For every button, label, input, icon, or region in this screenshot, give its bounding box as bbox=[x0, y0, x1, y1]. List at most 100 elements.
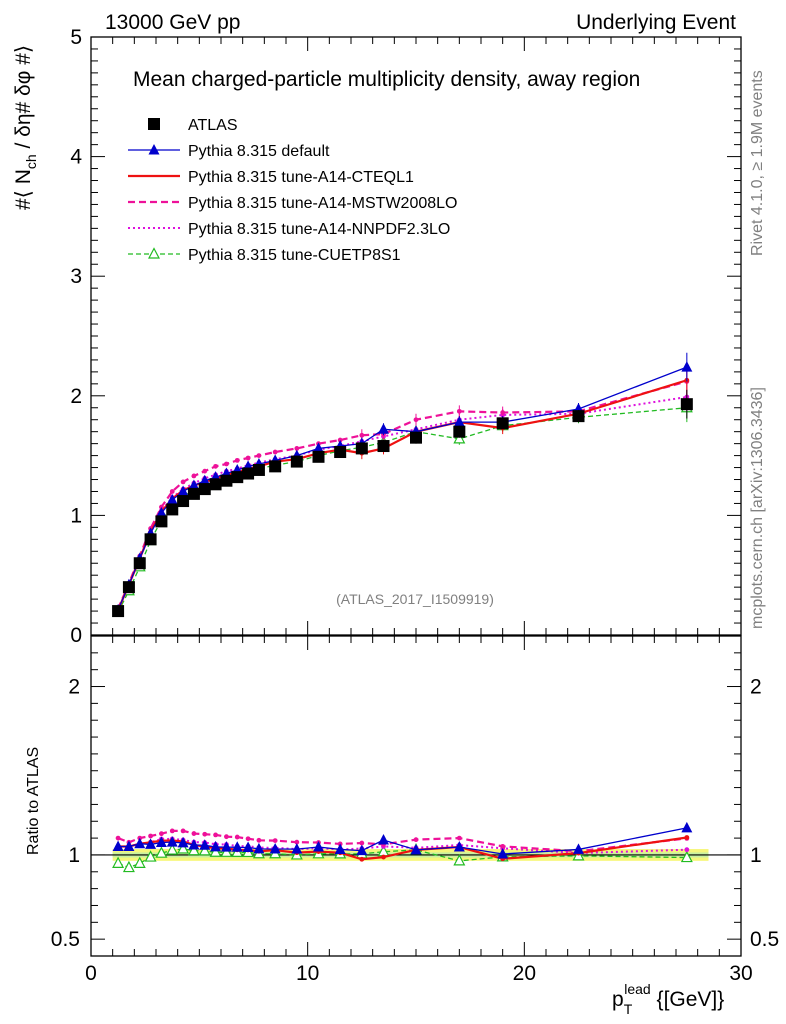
ratio-point-mstw bbox=[159, 831, 164, 837]
ratio-point-default bbox=[123, 840, 135, 852]
ratio-point-mstw bbox=[234, 834, 240, 840]
point-atlas bbox=[187, 487, 200, 500]
ratio-point-mstw bbox=[272, 838, 278, 844]
rivet-version-text: Rivet 4.1.0, ≥ 1.9M events bbox=[749, 70, 766, 256]
point-mstw bbox=[413, 417, 419, 423]
ratio-point-mstw bbox=[191, 831, 197, 836]
ratio-point-default bbox=[155, 836, 167, 848]
point-default bbox=[188, 479, 200, 490]
ratio-point-cuetp8s1 bbox=[209, 845, 222, 857]
point-mstw bbox=[224, 461, 229, 467]
legend: ATLAS Pythia 8.315 default Pythia 8.315 tu… bbox=[128, 117, 457, 264]
point-atlas bbox=[290, 455, 303, 468]
ratio-point-cuetp8s1 bbox=[112, 856, 125, 868]
ratio-point-mstw bbox=[294, 839, 300, 845]
point-mstw bbox=[272, 449, 278, 455]
legend-marker-cuetp8s1 bbox=[148, 247, 160, 259]
ratio-y-tick-label-left: 1 bbox=[68, 844, 80, 867]
main-y-tick-label: 2 bbox=[70, 385, 82, 408]
point-atlas bbox=[144, 533, 157, 546]
main-y-tick-label: 4 bbox=[70, 146, 82, 169]
ratio-point-default bbox=[166, 836, 178, 847]
ratio-point-mstw bbox=[213, 832, 218, 838]
point-default bbox=[313, 442, 324, 453]
ratio-y-axis-label: Ratio to ATLAS bbox=[25, 747, 42, 855]
main-y-tick-label: 1 bbox=[70, 504, 82, 527]
ratio-point-mstw bbox=[256, 837, 262, 843]
point-default bbox=[155, 507, 167, 518]
point-atlas bbox=[155, 515, 168, 528]
ratio-point-default bbox=[231, 841, 243, 852]
legend-entry-default: Pythia 8.315 default bbox=[128, 143, 330, 160]
x-tick-label: 20 bbox=[513, 962, 536, 985]
point-default bbox=[378, 423, 389, 434]
point-atlas bbox=[220, 474, 233, 487]
legend-marker-default bbox=[148, 144, 160, 155]
point-atlas bbox=[177, 495, 190, 508]
point-mstw bbox=[245, 455, 251, 461]
legend-entry-cteql1: Pythia 8.315 tune-A14-CTEQL1 bbox=[128, 169, 414, 186]
point-atlas bbox=[680, 398, 693, 411]
ratio-point-mstw bbox=[180, 828, 186, 834]
legend-label-nnpdf: Pythia 8.315 tune-A14-NNPDF2.3LO bbox=[188, 221, 450, 238]
ratio-point-default bbox=[378, 834, 389, 845]
ratio-point-cuetp8s1 bbox=[453, 854, 466, 866]
point-default bbox=[177, 485, 189, 496]
ratio-point-cuetp8s1 bbox=[133, 856, 146, 868]
header-right: Underlying Event bbox=[576, 11, 736, 34]
legend-label-atlas: ATLAS bbox=[188, 117, 238, 134]
point-atlas bbox=[410, 431, 422, 444]
ratio-point-default bbox=[145, 838, 157, 849]
main-y-axis-label: #⟨ Nch / δη# δφ #⟩ bbox=[12, 45, 39, 210]
series-line-nnpdf bbox=[117, 396, 687, 611]
main-y-tick-label: 0 bbox=[70, 624, 82, 647]
ratio-y-tick-label-left: 2 bbox=[68, 676, 80, 699]
ratio-point-default bbox=[199, 839, 211, 850]
ratio-point-default bbox=[188, 838, 200, 850]
point-atlas bbox=[334, 446, 347, 459]
point-default bbox=[453, 416, 465, 427]
header-left: 13000 GeV pp bbox=[105, 11, 240, 34]
ratio-point-mstw bbox=[413, 837, 419, 843]
x-tick-label: 10 bbox=[296, 962, 319, 985]
point-atlas bbox=[312, 450, 325, 463]
ratio-point-default bbox=[573, 843, 584, 854]
mcplots-text: mcplots.cern.ch [arXiv:1306.3436] bbox=[749, 387, 766, 629]
ratio-point-mstw bbox=[500, 843, 506, 849]
ratio-panel-axes: 0 10 20 30 0.5 0.5 1 1 2 2 bbox=[51, 635, 779, 985]
point-mstw bbox=[256, 453, 262, 458]
ratio-point-default bbox=[177, 836, 189, 848]
point-atlas bbox=[133, 557, 146, 570]
ratio-point-nnpdf bbox=[684, 847, 690, 853]
analysis-watermark: (ATLAS_2017_I1509919) bbox=[336, 591, 494, 607]
legend-entry-mstw: Pythia 8.315 tune-A14-MSTW2008LO bbox=[128, 195, 457, 212]
ratio-frame bbox=[90, 635, 742, 957]
legend-label-mstw: Pythia 8.315 tune-A14-MSTW2008LO bbox=[188, 195, 457, 212]
chart-title: Mean charged-particle multiplicity densi… bbox=[133, 68, 640, 91]
ratio-point-mstw bbox=[224, 834, 229, 840]
ratio-point-default bbox=[220, 841, 232, 852]
ratio-y-tick-label-left: 0.5 bbox=[51, 928, 80, 951]
ratio-point-default bbox=[269, 842, 281, 854]
point-atlas bbox=[453, 425, 466, 438]
point-atlas bbox=[198, 483, 211, 496]
ratio-point-default bbox=[356, 844, 368, 856]
legend-label-default: Pythia 8.315 default bbox=[188, 143, 330, 160]
ratio-point-cteql1 bbox=[684, 835, 690, 840]
ratio-y-tick-label-right: 1 bbox=[750, 844, 762, 867]
point-atlas bbox=[252, 463, 265, 476]
point-atlas bbox=[166, 503, 179, 516]
ratio-y-tick-label-right: 2 bbox=[750, 676, 762, 699]
ratio-point-default bbox=[681, 821, 693, 833]
x-tick-label: 30 bbox=[729, 962, 752, 985]
ratio-point-default bbox=[453, 841, 465, 852]
point-mstw bbox=[234, 457, 240, 463]
ratio-point-cuetp8s1 bbox=[198, 844, 211, 856]
legend-marker-atlas bbox=[148, 118, 160, 130]
legend-entry-atlas: ATLAS bbox=[148, 117, 238, 134]
point-atlas bbox=[269, 460, 282, 473]
ratio-point-default bbox=[497, 847, 509, 859]
ratio-point-default bbox=[334, 843, 346, 854]
ratio-point-cuetp8s1 bbox=[155, 846, 168, 858]
point-mstw bbox=[202, 468, 208, 474]
